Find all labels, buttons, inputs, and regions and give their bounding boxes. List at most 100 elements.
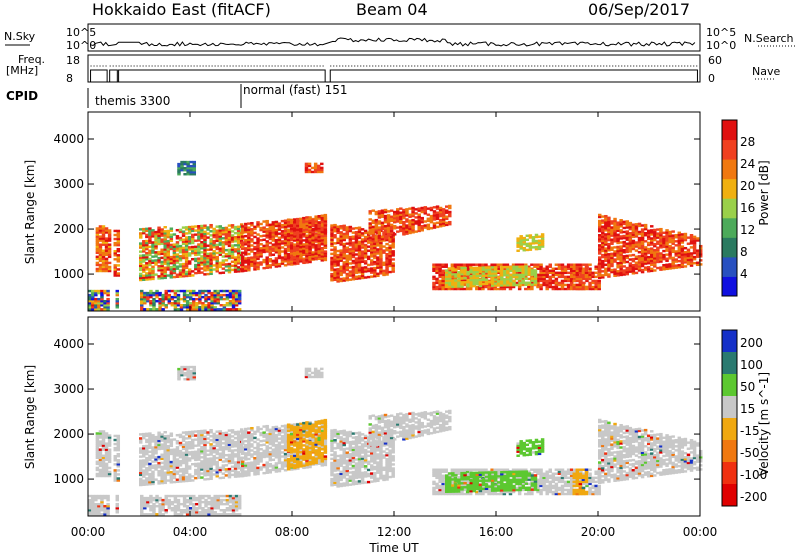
power-cell (314, 248, 318, 251)
velocity-cell (169, 444, 174, 448)
power-cell (530, 275, 534, 279)
power-cell (573, 263, 577, 266)
velocity-cell (142, 465, 146, 468)
power-cell (616, 223, 620, 226)
power-cell (218, 241, 223, 244)
power-cell (268, 237, 272, 241)
power-cell (515, 277, 519, 281)
power-cell (616, 257, 620, 261)
power-cell (610, 230, 614, 233)
velocity-cell (184, 471, 189, 475)
power-cell (166, 231, 170, 235)
power-cell (377, 232, 382, 235)
power-cell (518, 269, 522, 273)
power-cell (187, 242, 192, 245)
velocity-cell (262, 463, 266, 467)
power-cell (665, 257, 669, 260)
velocity-cell (184, 433, 189, 436)
power-cell (686, 242, 691, 245)
power-cell (95, 247, 100, 250)
velocity-cell (142, 436, 146, 440)
power-cell (207, 295, 211, 299)
power-cell (534, 233, 539, 237)
power-cell (274, 245, 279, 248)
power-cell (169, 229, 174, 232)
power-cell (314, 224, 318, 227)
power-cell (116, 249, 121, 253)
power-cell (469, 266, 473, 270)
power-cell (348, 244, 353, 247)
power-cell (342, 255, 346, 258)
power-cell (695, 239, 700, 242)
velocity-cell (244, 458, 248, 461)
power-cell (142, 229, 146, 233)
power-cell (169, 255, 174, 259)
power-cell (160, 228, 164, 231)
power-cell (271, 247, 276, 250)
velocity-cell (107, 438, 112, 441)
power-cell (169, 247, 174, 251)
power-cell (183, 166, 187, 170)
power-cell (478, 270, 483, 273)
power-cell (237, 289, 242, 293)
power-cell (371, 231, 376, 235)
power-cell (490, 282, 495, 285)
power-cell (160, 268, 164, 272)
power-cell (113, 237, 117, 241)
power-cell (382, 269, 386, 273)
velocity-cell (142, 434, 146, 438)
power-cell (610, 226, 614, 229)
power-cell (197, 269, 201, 273)
velocity-cell (200, 439, 204, 443)
power-cell (695, 249, 700, 252)
power-cell (286, 234, 291, 238)
power-cell (175, 259, 180, 262)
velocity-cell (187, 465, 192, 468)
power-cell (320, 232, 325, 236)
power-cell (225, 304, 230, 307)
velocity-cell (145, 458, 149, 462)
power-cell (176, 293, 181, 297)
power-cell (308, 241, 312, 245)
velocity-cell (157, 445, 161, 449)
power-cell (271, 259, 276, 263)
power-cell (521, 269, 525, 272)
power-cell (631, 235, 636, 239)
power-cell (210, 295, 214, 299)
power-cell (640, 258, 645, 262)
power-cell (566, 267, 571, 270)
power-cell (271, 249, 276, 252)
power-cell (163, 226, 167, 229)
velocity-cell (250, 449, 254, 452)
power-cell (221, 267, 226, 270)
velocity-cell (181, 471, 186, 475)
power-cell (360, 240, 365, 243)
power-cell (625, 220, 629, 223)
power-cell (259, 234, 263, 238)
power-cell (181, 240, 186, 244)
velocity-cell (166, 446, 170, 450)
power-cell (139, 264, 143, 268)
power-cell (221, 241, 226, 244)
velocity-cell (194, 456, 198, 460)
power-cell (572, 279, 576, 283)
power-cell (241, 225, 245, 228)
velocity-cell (98, 452, 103, 455)
power-cell (293, 232, 297, 235)
power-cell (519, 241, 523, 244)
velocity-cell (200, 435, 204, 439)
power-cell (379, 270, 383, 273)
power-cell (233, 235, 238, 239)
power-cell (148, 235, 152, 238)
power-cell (302, 218, 306, 222)
power-cell (339, 249, 343, 252)
power-cell (305, 242, 309, 245)
power-cell (650, 241, 654, 244)
power-cell (385, 267, 389, 270)
power-cell (671, 264, 675, 268)
power-cell (203, 252, 207, 256)
power-cell (163, 272, 167, 276)
power-cell (379, 249, 383, 253)
power-cell (475, 263, 479, 266)
power-cell (227, 268, 232, 272)
